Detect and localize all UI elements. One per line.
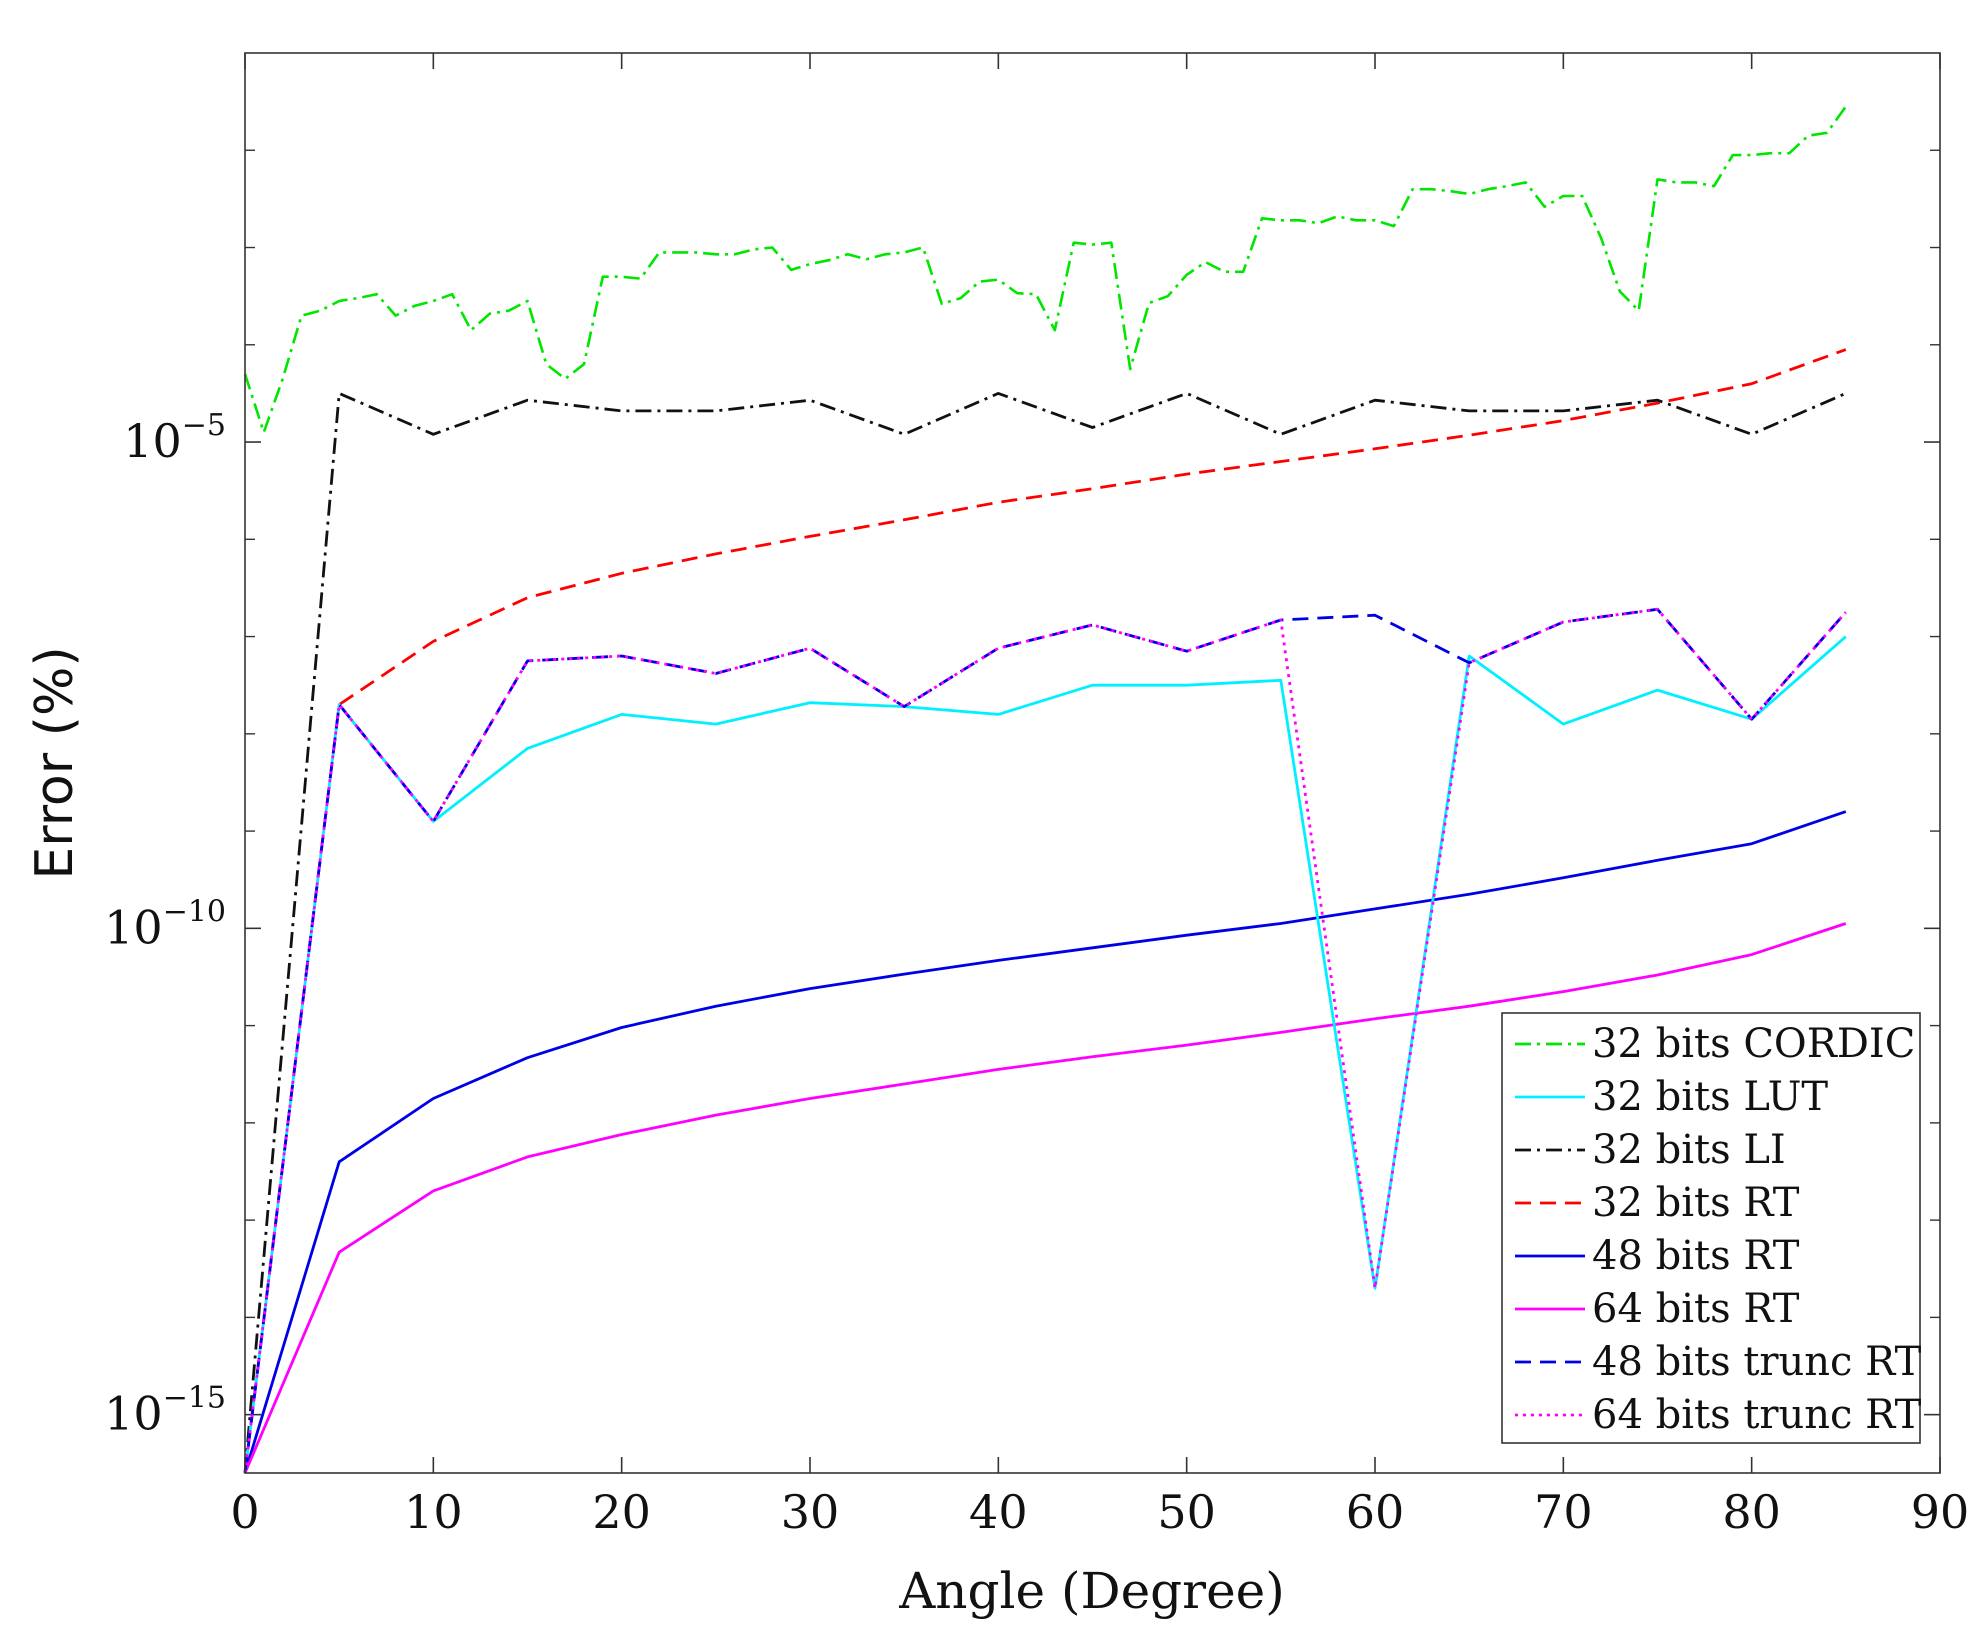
- legend-label: 64 bits RT: [1592, 1286, 1800, 1332]
- plot-area-frame: [244, 52, 1941, 1474]
- series-line-48-bits-trunc-rt: [243, 607, 1847, 1474]
- legend-label: 48 bits trunc RT: [1592, 1339, 1922, 1385]
- legend-label: 32 bits LI: [1592, 1127, 1786, 1173]
- series-line-64-bits-rt: [243, 922, 1847, 1474]
- x-tick-label: 50: [1157, 1485, 1216, 1539]
- x-tick-label: 70: [1534, 1485, 1593, 1539]
- series-layer: [243, 105, 1847, 1474]
- x-tick-label: 0: [230, 1485, 259, 1539]
- x-tick-label: 20: [592, 1485, 651, 1539]
- x-axis-label: Angle (Degree): [898, 1562, 1285, 1620]
- x-tick-label: 40: [969, 1485, 1028, 1539]
- tick-labels: 0 10 20 30 40 50 60 70 80 90 10−5 10−10 10−15: [104, 408, 1969, 1539]
- legend-label: 48 bits RT: [1592, 1233, 1800, 1279]
- legend-label: 32 bits LUT: [1592, 1074, 1828, 1120]
- legend-label: 32 bits CORDIC: [1592, 1021, 1915, 1067]
- series-line-32-bits-rt: [243, 348, 1847, 1474]
- legend: 32 bits CORDIC 32 bits LUT 32 bits LI 32 bi…: [1501, 1012, 1922, 1444]
- legend-box: [1501, 1012, 1921, 1444]
- series-line-32-bits-li: [243, 391, 1847, 1474]
- y-axis-label: Error (%): [25, 646, 85, 879]
- legend-label: 32 bits RT: [1592, 1180, 1800, 1226]
- legend-label: 64 bits trunc RT: [1592, 1392, 1922, 1438]
- x-tick-label: 90: [1911, 1485, 1970, 1539]
- y-tick-label: 10−5: [123, 408, 226, 468]
- x-tick-label: 60: [1346, 1485, 1405, 1539]
- x-tick-label: 10: [404, 1485, 463, 1539]
- y-tick-label: 10−15: [104, 1381, 226, 1441]
- series-line-32-bits-lut: [243, 635, 1847, 1474]
- series-line-32-bits-cordic: [243, 105, 1847, 434]
- y-tick-label: 10−10: [104, 894, 226, 954]
- series-line-48-bits-rt: [243, 810, 1847, 1474]
- x-tick-label: 80: [1722, 1485, 1781, 1539]
- x-tick-label: 30: [781, 1485, 840, 1539]
